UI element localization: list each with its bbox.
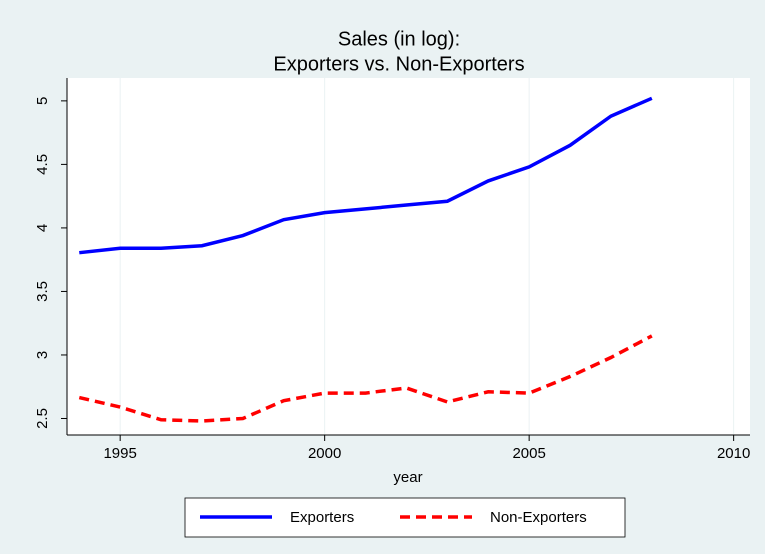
chart-title: Exporters vs. Non-Exporters (273, 53, 524, 75)
x-tick-label: 1995 (103, 445, 136, 462)
plot-area (67, 78, 750, 435)
series-line (79, 96, 653, 255)
x-tick-label: 2005 (512, 445, 545, 462)
x-tick-label: 2010 (717, 445, 750, 462)
y-tick-label: 3 (34, 351, 51, 359)
x-tick-label: 2000 (308, 445, 341, 462)
x-axis-label: year (393, 469, 422, 486)
y-tick-label: 4.5 (34, 154, 51, 175)
legend-label: Exporters (290, 509, 354, 526)
y-tick-label: 4 (34, 224, 51, 232)
chart-title: Sales (in log): (338, 28, 460, 50)
y-tick-label: 2.5 (34, 408, 51, 429)
y-tick-label: 3.5 (34, 281, 51, 302)
y-tick-label: 5 (34, 97, 51, 105)
series-line (78, 334, 653, 423)
legend-label: Non-Exporters (490, 509, 587, 526)
